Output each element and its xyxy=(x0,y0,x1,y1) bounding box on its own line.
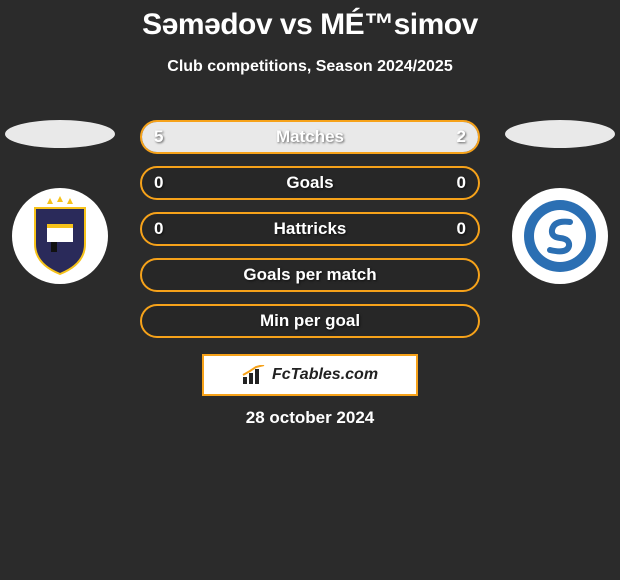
brand-text: FcTables.com xyxy=(272,366,378,384)
stat-label: Goals per match xyxy=(142,260,478,290)
stat-label: Min per goal xyxy=(142,306,478,336)
team-badge-left xyxy=(12,188,108,284)
stat-row: 00Hattricks xyxy=(140,212,480,246)
stat-row: 00Goals xyxy=(140,166,480,200)
comparison-title: Səmədov vs MÉ™simov xyxy=(0,0,620,42)
player-left-ellipse xyxy=(5,120,115,148)
comparison-subtitle: Club competitions, Season 2024/2025 xyxy=(0,58,620,76)
brand-box: FcTables.com xyxy=(202,354,418,396)
player-left-column xyxy=(0,120,120,284)
stat-row: 52Matches xyxy=(140,120,480,154)
player-right-column xyxy=(500,120,620,284)
player-right-ellipse xyxy=(505,120,615,148)
stat-label: Matches xyxy=(142,122,478,152)
team-badge-right xyxy=(512,188,608,284)
team-badge-right-icon xyxy=(520,196,600,276)
stat-rows: 52Matches 00Goals 00Hattricks Goals per mat… xyxy=(140,120,480,350)
team-badge-left-icon xyxy=(25,196,95,276)
bar-chart-icon xyxy=(242,365,266,385)
stat-row: Min per goal xyxy=(140,304,480,338)
snapshot-date: 28 october 2024 xyxy=(0,408,620,428)
stat-label: Hattricks xyxy=(142,214,478,244)
stat-label: Goals xyxy=(142,168,478,198)
stat-row: Goals per match xyxy=(140,258,480,292)
